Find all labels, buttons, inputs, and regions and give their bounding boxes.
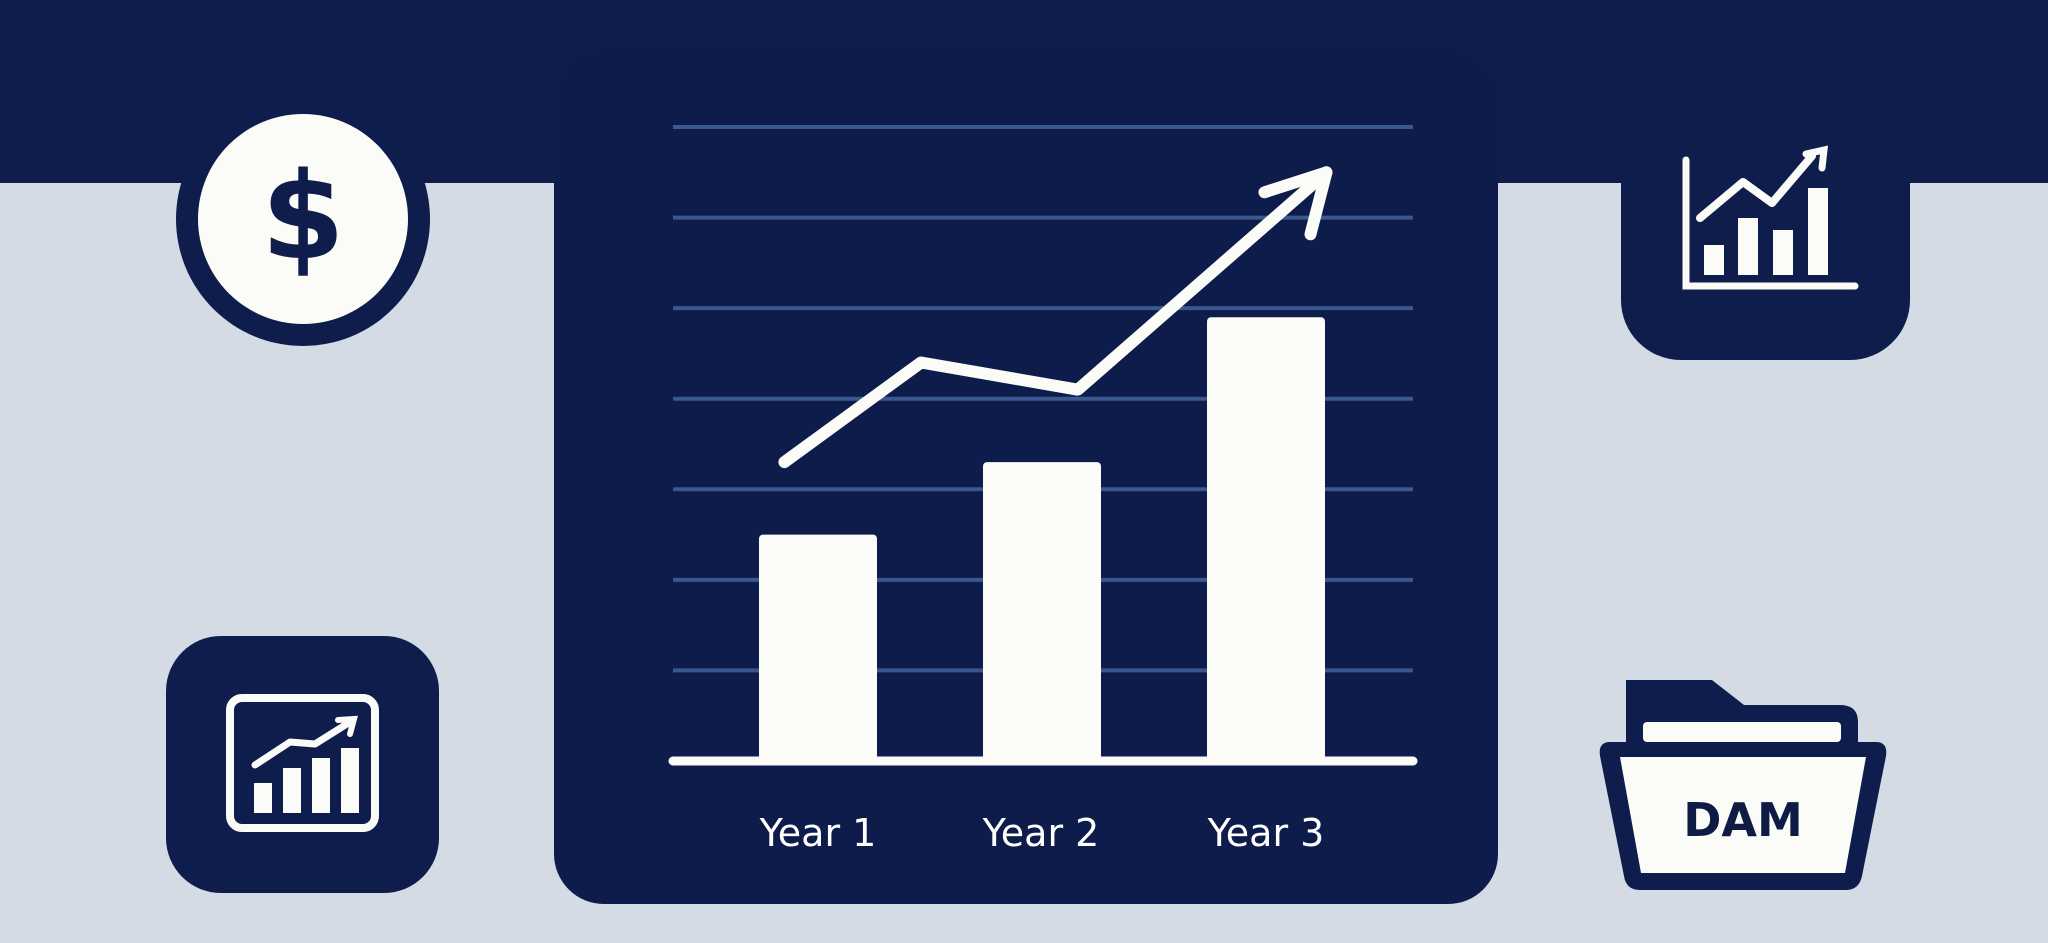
svg-text:$: $ <box>261 148 345 287</box>
x-tick-label: Year 1 <box>759 811 877 855</box>
folder-label: DAM <box>1683 793 1803 847</box>
chart-bars <box>759 317 1325 761</box>
x-tick-labels: Year 1 Year 2 Year 3 <box>759 811 1325 855</box>
trend-line-group <box>778 166 1333 469</box>
growth-chart-icon <box>1621 91 1910 360</box>
x-tick-label: Year 2 <box>982 811 1100 855</box>
trend-line <box>778 166 1333 469</box>
x-tick-label: Year 3 <box>1207 811 1325 855</box>
bar-2 <box>983 462 1101 761</box>
dam-folder-icon: DAM <box>1599 680 1887 890</box>
dollar-coin-icon: $ <box>176 92 430 346</box>
bar-1 <box>759 534 877 761</box>
arrow-head-icon <box>1258 166 1333 241</box>
bar-3 <box>1207 317 1325 761</box>
analytics-report-icon <box>166 636 439 893</box>
